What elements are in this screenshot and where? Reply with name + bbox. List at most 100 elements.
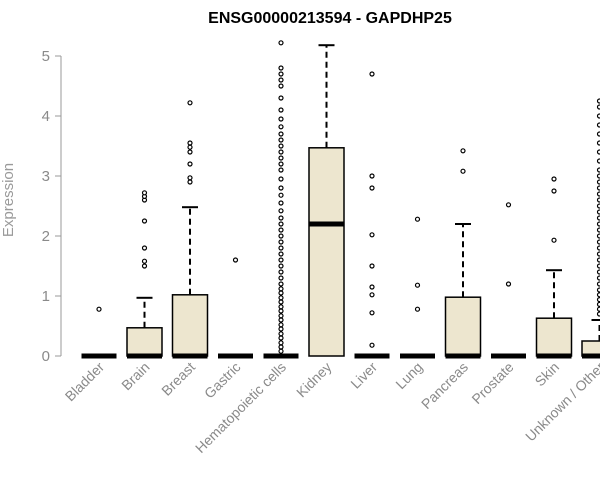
outlier-point xyxy=(278,131,284,137)
y-tick-label: 3 xyxy=(42,168,50,185)
outlier-point xyxy=(187,144,193,150)
x-tick-label: Skin xyxy=(532,359,563,390)
box-body xyxy=(535,317,573,357)
y-tick-label: 5 xyxy=(42,48,50,65)
outlier-point xyxy=(278,245,284,251)
outlier-point xyxy=(278,331,284,337)
outlier-point xyxy=(278,304,284,310)
outlier-point xyxy=(369,71,375,77)
outlier-point xyxy=(278,192,284,198)
box-pancreas xyxy=(444,148,482,359)
x-tick-label: Gastric xyxy=(201,359,244,402)
outlier-point xyxy=(460,148,466,154)
y-tick-label: 2 xyxy=(42,228,50,245)
outlier-point xyxy=(278,95,284,101)
outlier-point xyxy=(141,258,148,264)
y-axis: 0 1 2 3 4 5 xyxy=(42,48,62,365)
outlier-point xyxy=(278,227,284,233)
outlier-point xyxy=(369,342,375,348)
outlier-point xyxy=(278,275,284,281)
outlier-point xyxy=(278,137,284,143)
x-tick-label: Pancreas xyxy=(418,359,471,412)
outlier-point xyxy=(278,149,284,155)
box-body xyxy=(171,294,209,357)
outlier-point xyxy=(278,317,284,323)
outlier-point xyxy=(278,335,284,341)
outlier-point xyxy=(278,313,284,319)
outlier-point xyxy=(278,233,284,239)
outlier-point xyxy=(278,308,284,314)
x-tick-label: Hematopoietic cells xyxy=(192,359,289,456)
outlier-point xyxy=(278,77,284,83)
outlier-point xyxy=(369,310,375,316)
outlier-point xyxy=(232,257,239,263)
box-gastric xyxy=(218,257,253,359)
outlier-point xyxy=(278,251,284,257)
outlier-point xyxy=(369,173,375,179)
outlier-point xyxy=(414,306,421,312)
outlier-point xyxy=(505,281,512,287)
outlier-point xyxy=(187,161,193,167)
box-body xyxy=(126,327,163,357)
outlier-point xyxy=(278,167,284,173)
outlier-point xyxy=(278,281,284,287)
chart-title: ENSG00000213594 - GAPDHP25 xyxy=(208,10,452,27)
outlier-point xyxy=(187,149,193,155)
y-tick-label: 0 xyxy=(42,348,50,365)
outlier-point xyxy=(141,218,148,224)
x-tick-label: Liver xyxy=(347,359,380,392)
outlier-point xyxy=(278,269,284,275)
outlier-point xyxy=(278,176,284,182)
outlier-point xyxy=(278,124,284,130)
x-tick-label: Kidney xyxy=(293,359,335,401)
outlier-point xyxy=(278,257,284,263)
outlier-point xyxy=(551,237,557,243)
outlier-point xyxy=(278,340,284,346)
outlier-point xyxy=(278,295,284,301)
outlier-point xyxy=(278,239,284,245)
x-tick-label: Prostate xyxy=(468,359,516,407)
box-bladder xyxy=(81,306,117,359)
outlier-point xyxy=(414,216,421,222)
outlier-point xyxy=(141,190,148,196)
outlier-point xyxy=(278,348,284,354)
outlier-point xyxy=(369,284,375,290)
x-tick-label: Breast xyxy=(158,359,198,399)
outlier-point xyxy=(141,263,148,269)
outlier-point xyxy=(96,306,102,312)
box-breast xyxy=(171,100,209,359)
outlier-point xyxy=(414,282,421,288)
outlier-point xyxy=(187,179,193,185)
outlier-point xyxy=(278,263,284,269)
outlier-point xyxy=(141,245,148,251)
box-kidney xyxy=(308,44,345,357)
x-tick-label: Brain xyxy=(118,359,152,393)
outlier-point xyxy=(551,176,557,182)
outlier-point xyxy=(369,292,375,298)
outlier-point xyxy=(278,143,284,149)
plot-area xyxy=(81,40,600,359)
outlier-point xyxy=(278,322,284,328)
outlier-point xyxy=(369,263,375,269)
outlier-point xyxy=(278,83,284,89)
outlier-point xyxy=(278,290,284,296)
outlier-point xyxy=(551,188,557,194)
x-tick-label: Unknown / Other xyxy=(522,359,600,445)
outlier-point xyxy=(278,215,284,221)
box-brain xyxy=(126,190,163,359)
outlier-point xyxy=(278,208,284,214)
outlier-point xyxy=(505,202,512,208)
outlier-point xyxy=(278,200,284,206)
y-tick-label: 4 xyxy=(42,108,50,125)
outlier-point xyxy=(278,344,284,350)
outlier-point xyxy=(187,140,193,146)
outlier-point xyxy=(278,299,284,305)
outlier-point xyxy=(369,232,375,238)
outlier-point xyxy=(187,175,193,181)
outlier-point xyxy=(278,40,284,46)
box-liver xyxy=(354,71,390,359)
outlier-point xyxy=(278,107,284,113)
box-skin xyxy=(535,176,573,359)
